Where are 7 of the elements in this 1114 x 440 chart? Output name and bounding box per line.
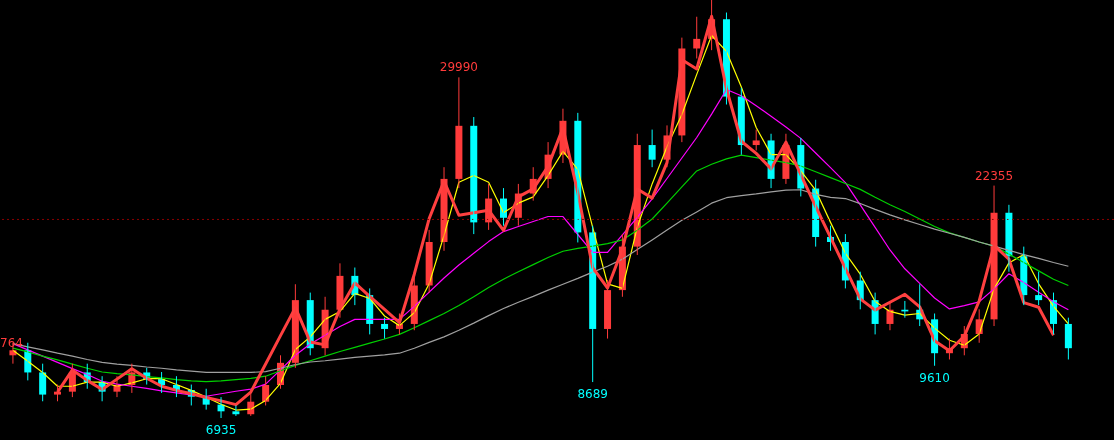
annotation: 9610 [919, 370, 950, 385]
annotation: 764 [0, 336, 23, 350]
annotation: 6935 [205, 423, 237, 437]
annotation: 29990 [439, 60, 478, 75]
annotation: 8689 [577, 387, 608, 402]
candlestick [752, 129, 760, 151]
annotation: 22355 [974, 168, 1014, 183]
